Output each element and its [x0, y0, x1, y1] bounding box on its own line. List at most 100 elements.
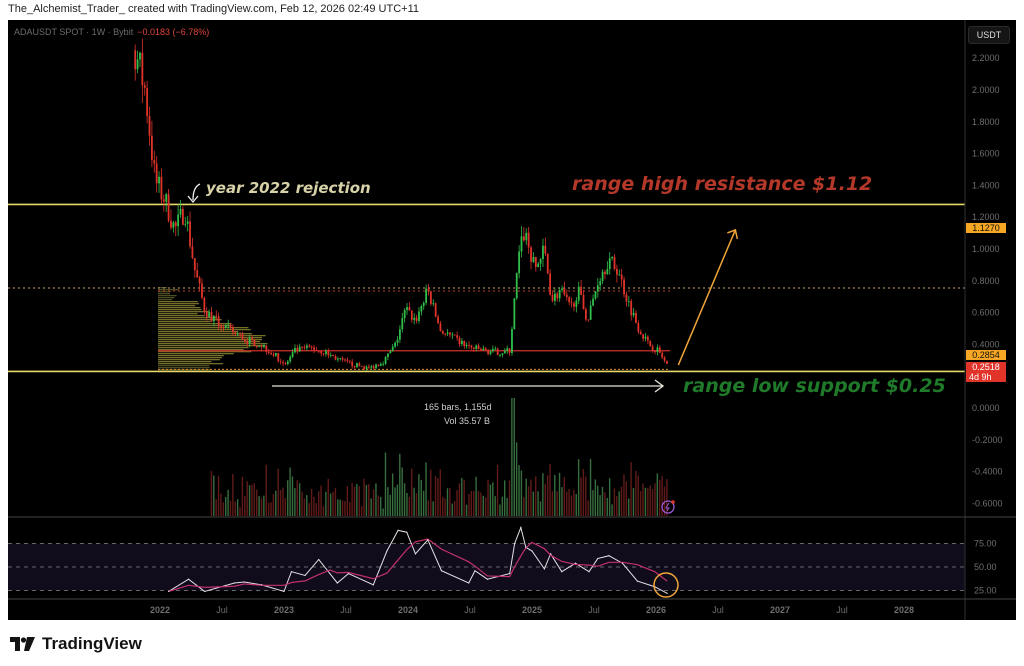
volume-bar	[532, 491, 535, 516]
volume-bar	[515, 442, 518, 516]
candle-body	[613, 256, 616, 269]
volume-bar	[225, 496, 227, 516]
volume-profile-row	[158, 293, 170, 295]
candle-body	[472, 347, 475, 349]
candle-body	[241, 334, 244, 340]
price-tick-label: 0.6000	[972, 308, 1000, 318]
volume-bar	[427, 500, 430, 516]
volume-bar	[403, 483, 406, 516]
volume-bar	[320, 485, 322, 516]
candle-body	[389, 350, 392, 354]
volume-bar	[282, 487, 284, 516]
volume-bar	[477, 491, 480, 516]
candle-body	[332, 354, 335, 357]
support-annotation[interactable]: range low support $0.25	[683, 375, 946, 397]
volume-bar	[227, 489, 229, 516]
volume-profile-row	[158, 361, 212, 363]
candle-body	[351, 361, 354, 367]
time-tick-label: Jul	[588, 605, 600, 615]
candle-body	[341, 358, 344, 360]
rejection-arrow-icon	[187, 183, 201, 204]
candle-body	[325, 350, 327, 355]
candle-body	[172, 222, 175, 228]
volume-bar	[232, 474, 234, 516]
rsi-point	[474, 570, 476, 572]
volume-bar	[387, 487, 389, 516]
candle-body	[339, 358, 342, 359]
candle-body	[422, 302, 425, 307]
candle-body	[506, 348, 509, 351]
volume-bar	[525, 478, 527, 516]
candle-body	[234, 332, 237, 334]
volume-bar	[415, 493, 418, 516]
candle-body	[222, 327, 225, 329]
rsi-band	[8, 543, 965, 591]
symbol-legend[interactable]: ADAUSDT SPOT · 1W · Bybit −0.0183 (−6.78%…	[14, 27, 209, 37]
rsi-point	[520, 526, 522, 529]
candle-body	[294, 347, 296, 353]
rsi-point	[414, 553, 417, 555]
volume-profile-row	[158, 329, 251, 331]
volume-bar	[575, 494, 577, 516]
candle-body	[212, 315, 215, 322]
volume-bar	[444, 498, 446, 516]
rejection-annotation[interactable]: year 2022 rejection	[206, 179, 371, 197]
volume-bar	[344, 501, 346, 516]
rsi-point	[283, 590, 285, 593]
candle-body	[146, 87, 149, 117]
candle-body	[494, 348, 497, 350]
candle-body	[387, 353, 389, 358]
candle-body	[236, 333, 239, 335]
rsi-point	[561, 571, 563, 573]
candle-body	[556, 293, 559, 299]
volume-bar	[566, 491, 568, 516]
projection-arrowhead	[727, 228, 739, 240]
candle-body	[449, 332, 451, 335]
tradingview-logo[interactable]: TradingView	[10, 634, 142, 654]
candle-body	[525, 232, 528, 241]
candle-body	[215, 315, 218, 317]
volume-bar	[518, 465, 520, 516]
volume-bar	[315, 503, 318, 516]
candle-body	[334, 356, 337, 360]
price-tick-label: -0.2000	[972, 435, 1003, 445]
volume-bar	[644, 487, 647, 516]
resistance-annotation[interactable]: range high resistance $1.12	[572, 173, 873, 195]
volume-profile-row	[158, 349, 244, 351]
volume-bar	[377, 495, 380, 516]
volume-bar	[544, 483, 546, 516]
volume-profile-row	[158, 313, 198, 315]
rsi-point	[304, 574, 306, 577]
candle-body	[136, 59, 139, 70]
volume-bar	[637, 475, 639, 516]
measure-volume-text: Vol 35.57 B	[444, 416, 491, 426]
volume-profile-row	[158, 291, 171, 293]
candle-body	[491, 348, 494, 352]
volume-profile-row	[158, 327, 249, 329]
rsi-point	[318, 558, 320, 561]
volume-bar	[337, 499, 339, 516]
candle-body	[160, 176, 163, 200]
candle-body	[263, 345, 265, 348]
candle-body	[625, 294, 628, 302]
volume-bar	[556, 491, 558, 516]
volume-bar	[573, 489, 575, 516]
candle-body	[551, 294, 554, 301]
candle-body	[224, 325, 227, 328]
volume-bar	[287, 480, 289, 516]
volume-bar	[325, 491, 327, 516]
axes: 2.2000 2.0000 1.8000 1.6000 1.4000 1.2000 1.00…	[8, 20, 1016, 620]
volume-bar	[296, 480, 298, 516]
candle-body	[162, 199, 165, 202]
volume-bar	[236, 499, 239, 516]
measure-bars-text: 165 bars, 1,155d	[424, 402, 492, 412]
volume-bar	[613, 488, 616, 516]
candle-body	[291, 352, 294, 357]
candle-body	[358, 363, 361, 367]
currency-button[interactable]: USDT	[968, 26, 1010, 44]
volume-bar	[322, 506, 325, 516]
volume-profile-row	[158, 343, 268, 345]
candle-body	[553, 293, 556, 301]
volume-bar	[494, 496, 496, 516]
